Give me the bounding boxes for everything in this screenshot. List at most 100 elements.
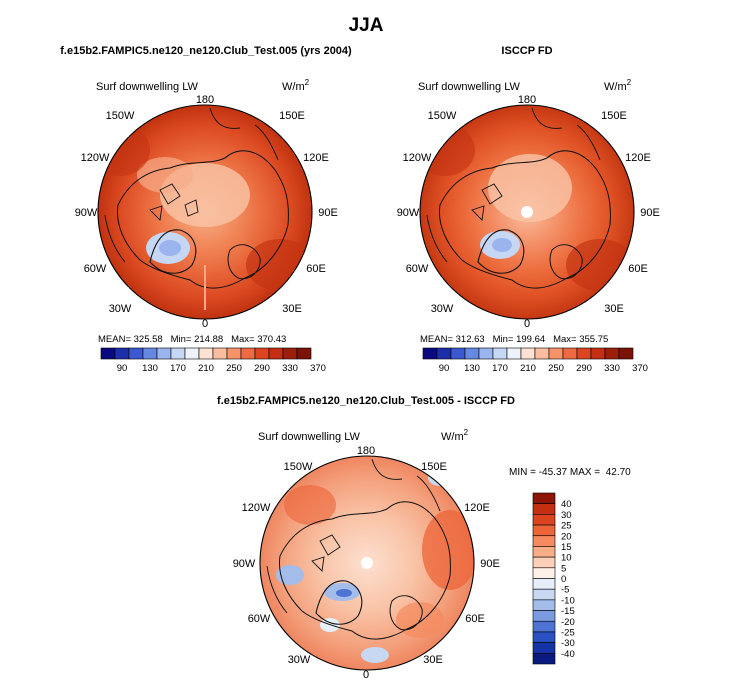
lon-label-150e: 150E <box>279 110 305 122</box>
abs-colorbar-swatch <box>506 347 522 360</box>
panel-model-map <box>97 104 313 320</box>
diff-colorbar-tick-label: 20 <box>561 531 572 542</box>
lon-label-90w: 90W <box>75 207 98 219</box>
lon-label-180: 180 <box>357 445 375 457</box>
abs-colorbar-tick-label: 210 <box>198 363 214 374</box>
panel-obs-stats: MEAN= 312.63 Min= 199.64 Max= 355.75 <box>420 334 608 345</box>
lon-label-30e: 30E <box>423 654 443 666</box>
lon-label-90e: 90E <box>318 207 338 219</box>
diff-colorbar-tick-label: 30 <box>561 510 572 521</box>
lon-label-60e: 60E <box>628 263 648 275</box>
diff-colorbar-swatch <box>532 588 556 601</box>
diff-colorbar-swatch <box>532 599 556 611</box>
panel-diff-map-border <box>259 455 475 671</box>
panel-model-stats: MEAN= 325.58 Min= 214.88 Max= 370.43 <box>98 334 286 345</box>
diff-colorbar-swatch <box>532 631 556 643</box>
panel-obs-missing-pole <box>521 206 533 218</box>
lon-label-150w: 150W <box>428 110 457 122</box>
panel-diff: f.e15b2.FAMPIC5.ne120_ne120.Club_Test.00… <box>217 395 631 681</box>
lon-label-90w: 90W <box>397 207 420 219</box>
abs-colorbar-tick-label: 90 <box>439 363 450 374</box>
diff-colorbar-tick-label: 25 <box>561 521 572 532</box>
abs-colorbar-swatch <box>226 347 242 360</box>
abs-colorbar-swatch <box>254 347 270 360</box>
diff-colorbar-tick-label: -30 <box>561 638 575 649</box>
abs-colorbar-swatch <box>128 347 144 360</box>
abs-colorbar-tick-label: 290 <box>254 363 270 374</box>
abs-colorbar-swatch <box>296 347 312 360</box>
lon-label-180: 180 <box>196 94 214 106</box>
diff-colorbar-swatch <box>532 546 556 558</box>
abs-colorbar-swatch <box>212 347 228 360</box>
lon-label-0: 0 <box>363 669 369 681</box>
diff-colorbar-swatch <box>532 567 556 579</box>
abs-colorbar-tick-label: 330 <box>282 363 298 374</box>
lon-label-60e: 60E <box>465 613 485 625</box>
lon-label-120e: 120E <box>303 152 329 164</box>
abs-colorbar-tick-label: 130 <box>464 363 480 374</box>
diff-colorbar-swatch <box>532 535 556 547</box>
panel-model: f.e15b2.FAMPIC5.ne120_ne120.Club_Test.00… <box>60 45 352 374</box>
abs-colorbar-swatch <box>562 347 578 360</box>
lon-label-60w: 60W <box>406 263 429 275</box>
lon-label-60w: 60W <box>84 263 107 275</box>
diff-colorbar-tick-label: -5 <box>561 585 569 596</box>
diff-colorbar-swatch <box>532 620 556 633</box>
abs-colorbar-swatch <box>548 347 564 360</box>
abs-colorbar-swatch <box>492 347 508 360</box>
abs-colorbar-swatch <box>422 347 438 360</box>
panel-model-units: W/m2 <box>282 78 310 93</box>
abs-colorbar-swatch <box>268 347 284 360</box>
lon-label-30w: 30W <box>288 654 311 666</box>
abs-colorbar-swatch <box>142 347 158 360</box>
abs-colorbar-tick-label: 170 <box>170 363 186 374</box>
panel-obs-map-border <box>419 104 635 320</box>
diff-colorbar-swatch <box>532 578 556 590</box>
lon-label-90e: 90E <box>640 207 660 219</box>
abs-colorbar-swatch <box>240 347 256 360</box>
panel-model-variable-label: Surf downwelling LW <box>96 81 199 93</box>
lon-label-150w: 150W <box>106 110 135 122</box>
diff-colorbar-tick-label: 5 <box>561 563 566 574</box>
lon-label-150w: 150W <box>284 461 313 473</box>
abs-colorbar-tick-label: 90 <box>117 363 128 374</box>
panel-model-map-border <box>97 104 313 320</box>
panel-model-lon-labels: 180 150W 150E 120W 120E 90W 90E 60W 60E … <box>75 94 338 330</box>
lon-label-30w: 30W <box>431 303 454 315</box>
panel-model-header: f.e15b2.FAMPIC5.ne120_ne120.Club_Test.00… <box>60 45 352 57</box>
lon-label-60w: 60W <box>248 613 271 625</box>
panel-diff-lon-labels: 180 150W 150E 120W 120E 90W 90E 60W 60E … <box>233 445 500 681</box>
abs-colorbar-swatch <box>520 347 536 360</box>
panel-obs-map <box>419 104 635 320</box>
lon-label-30e: 30E <box>604 303 624 315</box>
abs-colorbar-swatch <box>618 347 634 360</box>
diff-colorbar-swatch <box>532 492 556 504</box>
abs-colorbar-tick-label: 330 <box>604 363 620 374</box>
abs-colorbar-swatch <box>100 347 116 360</box>
abs-colorbar-swatch <box>184 347 200 360</box>
abs-colorbar-swatch <box>464 347 480 360</box>
abs-colorbar-swatch <box>604 347 620 360</box>
diff-colorbar-tick-label: 40 <box>561 499 572 510</box>
lon-label-150e: 150E <box>601 110 627 122</box>
abs-colorbar-tick-label: 370 <box>632 363 648 374</box>
abs-colorbar-swatch <box>170 347 186 360</box>
abs-colorbar-swatch <box>478 347 494 360</box>
diff-colorbar-tick-label: -15 <box>561 606 575 617</box>
lon-label-120w: 120W <box>242 502 271 514</box>
panel-obs-units: W/m2 <box>604 78 632 93</box>
abs-colorbar-swatch <box>198 347 214 360</box>
diff-colorbar-swatch <box>532 556 556 569</box>
diff-colorbar-swatch <box>532 610 556 622</box>
abs-colorbar-swatch <box>534 347 550 360</box>
abs-colorbar-swatch <box>436 347 452 360</box>
figure-title: JJA <box>349 15 384 36</box>
abs-colorbar-tick-label: 250 <box>226 363 242 374</box>
panel-obs-variable-label: Surf downwelling LW <box>418 81 521 93</box>
abs-colorbar-tick-label: 170 <box>492 363 508 374</box>
abs-colorbar-swatch <box>282 347 298 360</box>
diff-colorbar-tick-label: -10 <box>561 595 575 606</box>
abs-colorbar-tick-label: 250 <box>548 363 564 374</box>
lon-label-120w: 120W <box>403 152 432 164</box>
